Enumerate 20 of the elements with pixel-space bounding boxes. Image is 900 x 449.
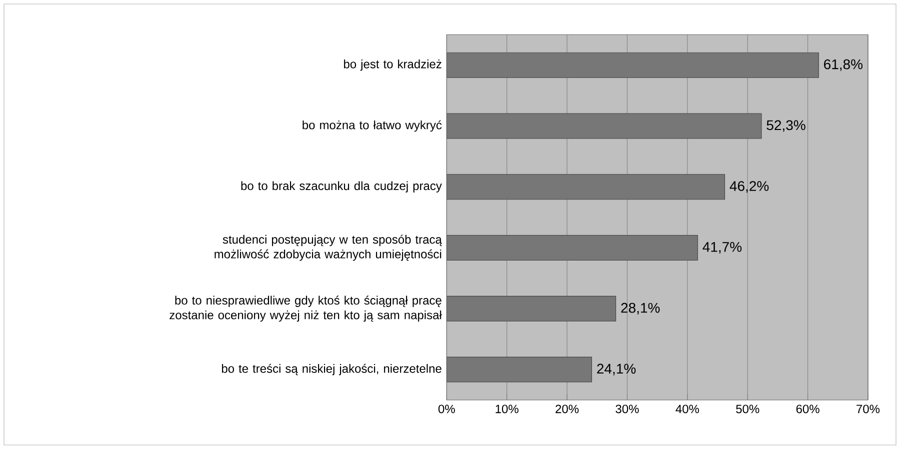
x-tick-label: 40% <box>676 404 699 414</box>
x-tick-label: 70% <box>856 404 880 414</box>
data-label: 41,7% <box>702 242 742 254</box>
y-tick-label: bo te treści są niskiej jakości, nierzetelne <box>222 364 442 376</box>
data-label: 24,1% <box>597 364 636 376</box>
x-tick-label: 10% <box>496 404 518 414</box>
x-tick-label: 60% <box>796 404 820 414</box>
y-tick-label: bo to brak szacunku dla cudzej pracy <box>241 181 442 192</box>
data-label: 52,3% <box>766 120 806 132</box>
y-tick-label: bo jest to kradzież <box>344 60 442 71</box>
x-tick-label: 30% <box>616 404 639 414</box>
data-label: 46,2% <box>730 181 769 193</box>
y-tick-label: bo to niesprawiedliwe gdy ktoś kto ściągnął pracę zostanie oceniony wyżej niż ten kto ją sam napisał <box>170 296 442 322</box>
y-tick-label: studenci postępujący w ten sposób tracą możliwość zdobycia ważnych umiejętności <box>214 234 442 261</box>
x-tick-label: 0% <box>438 404 455 414</box>
x-tick-label: 20% <box>556 404 579 414</box>
x-tick-label: 50% <box>736 404 760 414</box>
y-tick-label: bo można to łatwo wykryć <box>302 120 442 132</box>
data-label: 61,8% <box>824 59 863 71</box>
data-label: 28,1% <box>621 302 660 314</box>
